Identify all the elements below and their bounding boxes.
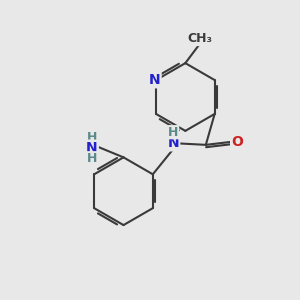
Text: N: N [168, 136, 179, 150]
Text: H: H [87, 131, 97, 144]
Text: N: N [86, 141, 98, 154]
Text: CH₃: CH₃ [188, 32, 213, 46]
Text: O: O [231, 135, 243, 149]
Text: N: N [149, 73, 160, 87]
Text: H: H [168, 126, 178, 139]
Text: H: H [87, 152, 97, 165]
